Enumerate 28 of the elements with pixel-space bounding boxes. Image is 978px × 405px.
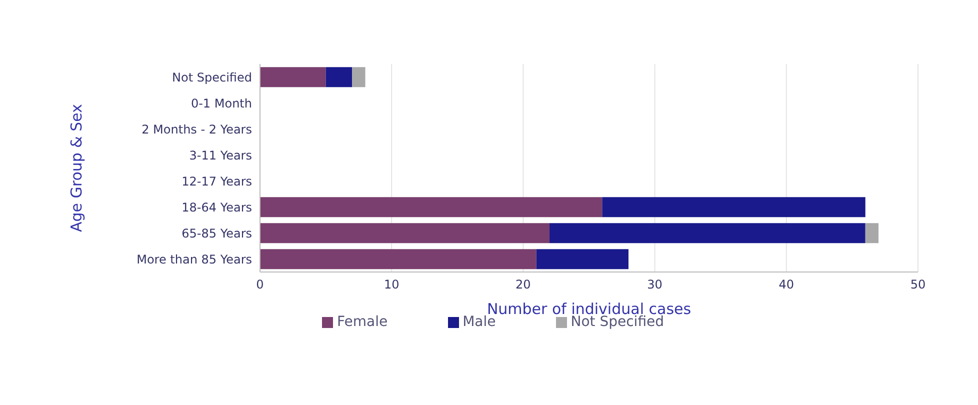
y-tick-label: 65-85 Years — [182, 226, 252, 240]
bar — [326, 67, 352, 88]
y-tick-label: 3-11 Years — [189, 148, 252, 162]
y-tick-label: More than 85 Years — [136, 252, 252, 266]
y-axis-title: Age Group & Sex — [67, 104, 86, 232]
y-tick-label: 2 Months - 2 Years — [142, 122, 252, 136]
legend-label: Male — [462, 314, 496, 330]
bar — [536, 249, 628, 270]
y-tick-label: 12-17 Years — [182, 174, 252, 188]
bar — [260, 223, 550, 244]
bar — [352, 67, 366, 88]
bar — [550, 223, 866, 244]
x-tick-label: 40 — [778, 278, 794, 292]
y-tick-label: Not Specified — [172, 70, 252, 84]
bar — [260, 197, 602, 218]
legend-label: Not Specified — [570, 314, 664, 330]
x-tick-label: 10 — [384, 278, 400, 292]
x-tick-label: 0 — [256, 278, 264, 292]
bar — [602, 197, 866, 218]
legend-label: Female — [336, 314, 388, 330]
x-tick-label: 30 — [647, 278, 662, 292]
bar — [865, 223, 879, 244]
bar — [260, 67, 326, 88]
y-tick-label: 18-64 Years — [182, 200, 252, 214]
bar — [260, 249, 536, 270]
x-tick-label: 20 — [516, 278, 531, 292]
x-tick-label: 50 — [910, 278, 926, 292]
y-tick-label: 0-1 Month — [190, 96, 252, 110]
